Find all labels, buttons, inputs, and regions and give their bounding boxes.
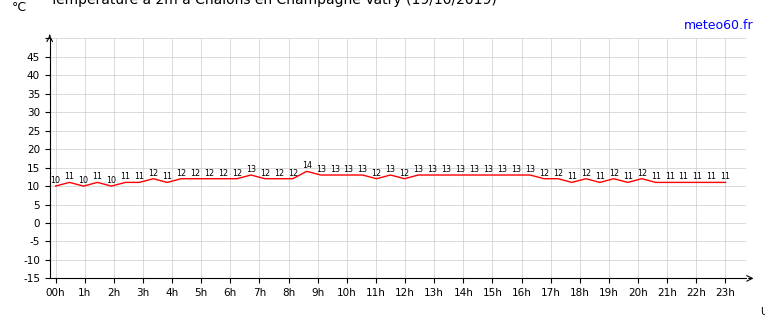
Text: 12: 12	[553, 169, 563, 178]
Text: 13: 13	[455, 165, 465, 174]
Text: UTC: UTC	[760, 307, 765, 317]
Text: 10: 10	[79, 176, 89, 185]
Text: 13: 13	[357, 165, 368, 174]
Text: 12: 12	[274, 169, 284, 178]
Text: 11: 11	[623, 172, 633, 181]
Text: 12: 12	[260, 169, 270, 178]
Text: 13: 13	[483, 165, 493, 174]
Text: 12: 12	[232, 169, 242, 178]
Text: 12: 12	[204, 169, 214, 178]
Text: 12: 12	[539, 169, 549, 178]
Text: 10: 10	[106, 176, 116, 185]
Text: 11: 11	[692, 172, 702, 181]
Text: 11: 11	[567, 172, 577, 181]
Text: 13: 13	[386, 165, 396, 174]
Text: 14: 14	[301, 161, 312, 170]
Text: 13: 13	[497, 165, 507, 174]
Text: 13: 13	[525, 165, 535, 174]
Text: 11: 11	[651, 172, 661, 181]
Text: 12: 12	[399, 169, 409, 178]
Text: 13: 13	[246, 165, 256, 174]
Text: 12: 12	[190, 169, 200, 178]
Text: 11: 11	[707, 172, 717, 181]
Text: 13: 13	[413, 165, 424, 174]
Text: 13: 13	[343, 165, 353, 174]
Text: 13: 13	[469, 165, 479, 174]
Text: 12: 12	[148, 169, 158, 178]
Text: 12: 12	[636, 169, 646, 178]
Text: 11: 11	[721, 172, 731, 181]
Text: 11: 11	[679, 172, 689, 181]
Text: 13: 13	[511, 165, 521, 174]
Text: meteo60.fr: meteo60.fr	[684, 19, 754, 32]
Text: Température à 2m à Châlons en Champagne Vatry (19/10/2019): Température à 2m à Châlons en Champagne …	[50, 0, 496, 7]
Text: 11: 11	[595, 172, 605, 181]
Text: 10: 10	[50, 176, 60, 185]
Text: 12: 12	[288, 169, 298, 178]
Text: 13: 13	[428, 165, 438, 174]
Text: 11: 11	[135, 172, 145, 181]
Text: 11: 11	[162, 172, 172, 181]
Text: 11: 11	[64, 172, 74, 181]
Text: 12: 12	[609, 169, 619, 178]
Text: 13: 13	[441, 165, 451, 174]
Text: 12: 12	[372, 169, 382, 178]
Text: 12: 12	[176, 169, 186, 178]
Text: 12: 12	[581, 169, 591, 178]
Text: 11: 11	[93, 172, 103, 181]
Text: °C: °C	[11, 1, 27, 14]
Text: 11: 11	[120, 172, 130, 181]
Text: 13: 13	[316, 165, 326, 174]
Text: 13: 13	[330, 165, 340, 174]
Text: 12: 12	[218, 169, 228, 178]
Text: 11: 11	[665, 172, 675, 181]
